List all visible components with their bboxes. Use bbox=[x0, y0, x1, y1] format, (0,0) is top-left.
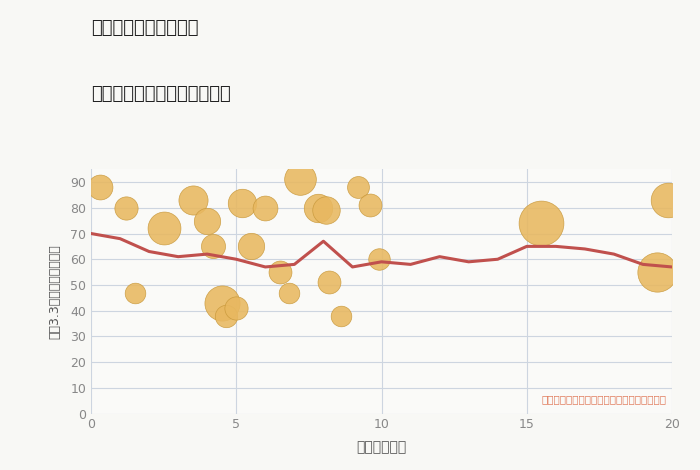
Point bbox=[274, 268, 286, 276]
Point bbox=[207, 243, 218, 250]
Point bbox=[187, 196, 198, 204]
Text: 三重県松阪市広瀬町の: 三重県松阪市広瀬町の bbox=[91, 19, 199, 37]
Point bbox=[202, 217, 213, 224]
Point bbox=[536, 219, 547, 227]
Text: 駅距離別中古マンション価格: 駅距離別中古マンション価格 bbox=[91, 85, 231, 102]
Text: 円の大きさは、取引のあった物件面積を示す: 円の大きさは、取引のあった物件面積を示す bbox=[541, 395, 666, 405]
Point bbox=[220, 312, 232, 320]
Point bbox=[652, 268, 663, 276]
Point bbox=[321, 207, 332, 214]
Point bbox=[260, 204, 271, 212]
Point bbox=[353, 183, 364, 191]
Point bbox=[364, 202, 375, 209]
Point bbox=[312, 204, 323, 212]
Point bbox=[237, 199, 248, 206]
Point bbox=[129, 289, 140, 297]
Point bbox=[283, 289, 294, 297]
Point bbox=[158, 225, 169, 232]
Point bbox=[335, 312, 346, 320]
Point bbox=[94, 183, 105, 191]
Point bbox=[295, 176, 306, 183]
Point bbox=[323, 279, 335, 286]
Point bbox=[373, 256, 384, 263]
Point bbox=[245, 243, 256, 250]
X-axis label: 駅距離（分）: 駅距離（分） bbox=[356, 440, 407, 454]
Point bbox=[231, 305, 242, 312]
Y-axis label: 坪（3.3㎡）単価（万円）: 坪（3.3㎡）単価（万円） bbox=[49, 244, 62, 339]
Point bbox=[120, 204, 132, 212]
Point bbox=[662, 196, 673, 204]
Point bbox=[216, 299, 228, 307]
